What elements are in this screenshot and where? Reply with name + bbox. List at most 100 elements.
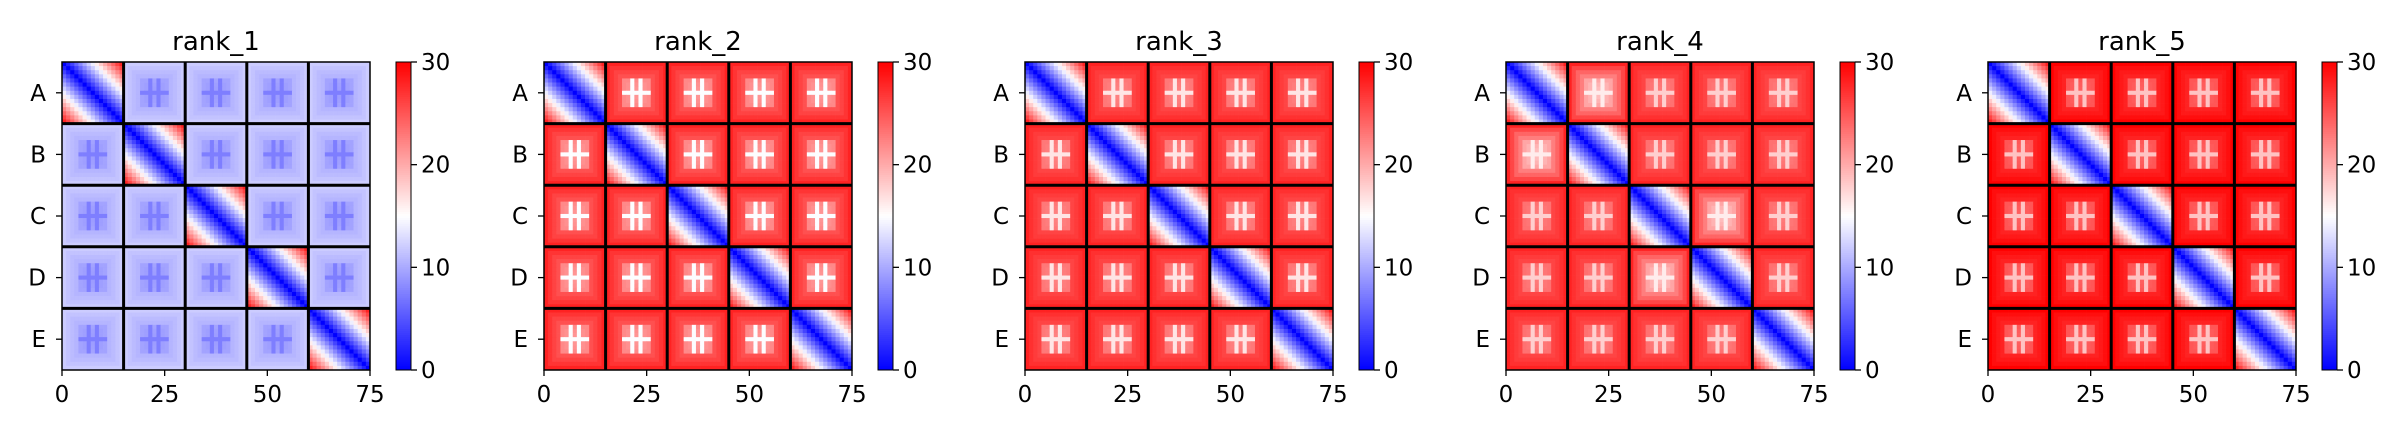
- heatmap-cell: [201, 296, 207, 301]
- heatmap-cell: [168, 205, 174, 211]
- heatmap-cell: [222, 70, 227, 75]
- heatmap-cell: [287, 140, 293, 145]
- heatmap-cell: [193, 267, 198, 272]
- heatmap-cell: [213, 111, 219, 116]
- heatmap-cell: [308, 160, 313, 166]
- heatmap-cell: [271, 90, 276, 96]
- heatmap-cell: [242, 308, 248, 313]
- heatmap-cell: [218, 291, 223, 297]
- heatmap-cell: [209, 234, 215, 239]
- heatmap-cell: [107, 250, 112, 256]
- heatmap-cell: [230, 131, 235, 137]
- heatmap-cell: [86, 98, 92, 104]
- heatmap-cell: [176, 201, 182, 207]
- heatmap-cell: [94, 271, 100, 276]
- heatmap-cell: [168, 172, 174, 178]
- heatmap-cell: [140, 176, 145, 182]
- heatmap-cell: [205, 185, 211, 190]
- heatmap-cell: [176, 197, 182, 202]
- heatmap-cell: [131, 312, 137, 317]
- heatmap-cell: [296, 250, 301, 256]
- heatmap-cell: [218, 250, 223, 256]
- heatmap-cell: [320, 115, 326, 120]
- heatmap-cell: [140, 152, 145, 157]
- heatmap-cell: [94, 176, 100, 182]
- heatmap-cell: [66, 176, 71, 182]
- heatmap-cell: [168, 152, 174, 157]
- heatmap-cell: [218, 271, 223, 276]
- heatmap-cell: [156, 103, 161, 108]
- heatmap-cell: [308, 291, 313, 297]
- heatmap-cell: [365, 86, 371, 92]
- heatmap-cell: [287, 300, 293, 305]
- heatmap-cell: [267, 74, 272, 79]
- heatmap-cell: [250, 230, 256, 235]
- heatmap-cell: [197, 263, 202, 268]
- heatmap-cell: [333, 78, 338, 83]
- heatmap-cell: [144, 98, 149, 104]
- heatmap-cell: [103, 308, 108, 313]
- heatmap-cell: [135, 283, 141, 289]
- heatmap-cell: [111, 255, 116, 260]
- heatmap-cell: [226, 296, 231, 301]
- heatmap-cell: [123, 86, 129, 92]
- heatmap-cell: [94, 78, 100, 83]
- heatmap-cell: [82, 172, 87, 178]
- heatmap-cell: [250, 226, 256, 231]
- heatmap-cell: [160, 111, 166, 116]
- heatmap-cell: [296, 201, 301, 207]
- heatmap-cell: [189, 140, 194, 145]
- heatmap-cell: [279, 176, 285, 182]
- heatmap-cell: [316, 70, 322, 75]
- heatmap-cell: [131, 131, 137, 137]
- heatmap-cell: [103, 213, 108, 219]
- heatmap-cell: [345, 70, 350, 75]
- heatmap-cell: [201, 259, 207, 264]
- heatmap-cell: [308, 119, 313, 124]
- heatmap-cell: [119, 103, 124, 108]
- heatmap-cell: [131, 148, 137, 153]
- heatmap-cell: [160, 213, 166, 219]
- heatmap-cell: [193, 263, 198, 268]
- heatmap-cell: [255, 131, 260, 137]
- heatmap-cell: [123, 242, 129, 248]
- heatmap-cell: [156, 271, 161, 276]
- heatmap-cell: [345, 275, 350, 281]
- heatmap-cell: [86, 144, 92, 149]
- heatmap-cell: [250, 78, 256, 83]
- heatmap-cell: [164, 181, 170, 186]
- heatmap-cell: [324, 185, 330, 190]
- heatmap-cell: [70, 148, 75, 153]
- heatmap-cell: [86, 218, 92, 223]
- heatmap-cell: [115, 201, 120, 207]
- heatmap-cell: [279, 193, 285, 198]
- heatmap-cell: [255, 312, 260, 317]
- heatmap-cell: [103, 255, 108, 260]
- heatmap-cell: [250, 259, 256, 264]
- heatmap-cell: [209, 296, 215, 301]
- heatmap-cell: [357, 160, 363, 166]
- heatmap-cell: [86, 222, 92, 227]
- heatmap-cell: [156, 197, 161, 202]
- heatmap-cell: [185, 242, 190, 248]
- heatmap-cell: [185, 94, 190, 100]
- heatmap-cell: [66, 246, 71, 252]
- heatmap-cell: [181, 144, 186, 149]
- heatmap-cell: [131, 94, 137, 100]
- heatmap-cell: [164, 234, 170, 239]
- heatmap-cell: [152, 308, 157, 313]
- heatmap-cell: [353, 263, 359, 268]
- heatmap-cell: [291, 250, 297, 256]
- heatmap-cell: [181, 267, 186, 272]
- heatmap-cell: [250, 197, 256, 202]
- heatmap-cell: [250, 189, 256, 194]
- heatmap-cell: [193, 70, 198, 75]
- heatmap-cell: [74, 218, 79, 223]
- heatmap-cell: [213, 316, 219, 322]
- heatmap-cell: [160, 246, 166, 252]
- heatmap-cell: [287, 78, 293, 83]
- heatmap-cell: [218, 181, 223, 186]
- heatmap-cell: [193, 62, 198, 67]
- heatmap-cell: [361, 66, 367, 71]
- heatmap-cell: [189, 66, 194, 71]
